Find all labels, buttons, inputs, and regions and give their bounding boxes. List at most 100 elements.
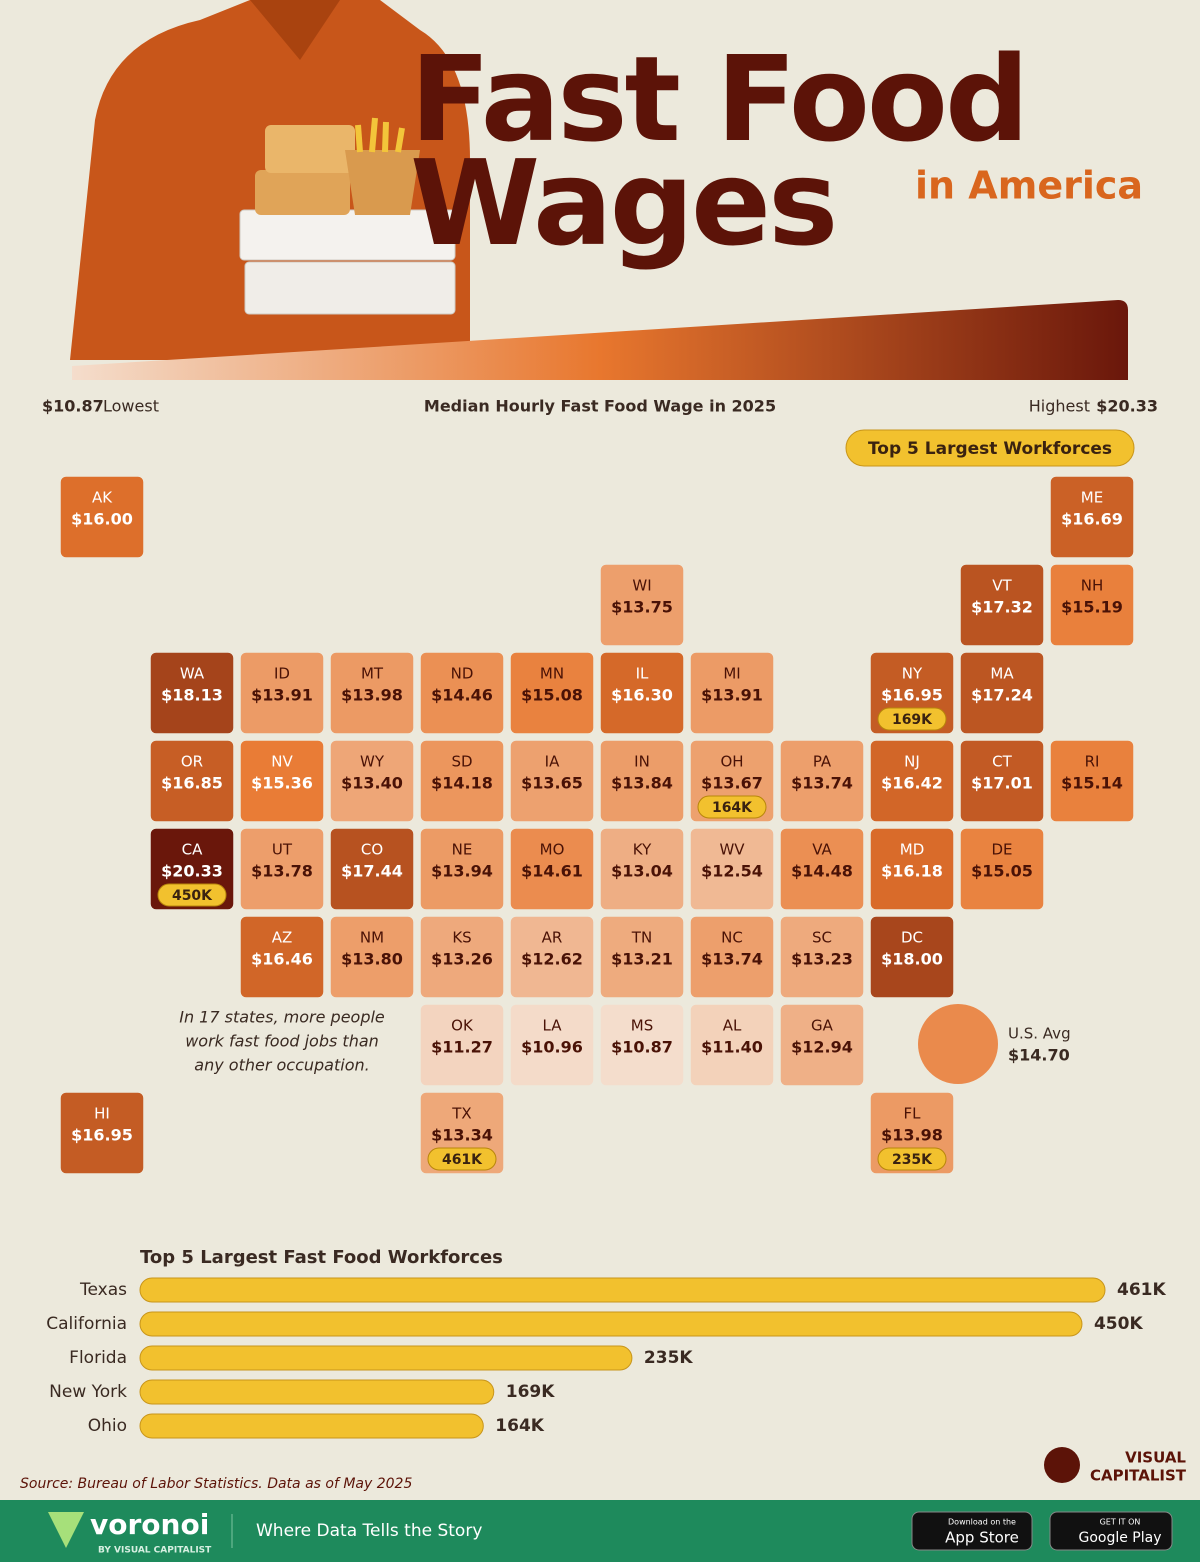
state-tile	[779, 915, 865, 999]
state-tile	[599, 739, 685, 823]
state-wage: $13.40	[341, 774, 403, 793]
legend-title: Median Hourly Fast Food Wage in 2025	[424, 397, 776, 416]
app-store-button[interactable]	[911, 1511, 1033, 1551]
workforce-badge-text: 450K	[172, 888, 213, 904]
workforce-badge-text: 164K	[712, 800, 753, 816]
state-wage: $13.78	[251, 862, 313, 881]
state-abbr: ME	[1081, 489, 1103, 507]
state-wage: $16.69	[1061, 510, 1123, 529]
collar	[250, 0, 340, 60]
state-wage: $15.36	[251, 774, 313, 793]
legend-low-label: $10.87	[42, 397, 104, 416]
state-wage: $16.00	[71, 510, 133, 529]
state-tile	[959, 651, 1045, 735]
vc-logo: VISUAL CAPITALIST	[1044, 1447, 1187, 1485]
state-tile	[419, 1003, 505, 1087]
state-abbr: KS	[452, 929, 471, 947]
state-tile	[509, 651, 595, 735]
bar	[139, 1413, 484, 1439]
workforce-badge-text: 235K	[892, 1152, 933, 1168]
state-tile	[509, 1003, 595, 1087]
state-abbr: OR	[181, 753, 203, 771]
state-wage: $13.21	[611, 950, 673, 969]
state-wage: $17.24	[971, 686, 1033, 705]
state-wage: $13.84	[611, 774, 673, 793]
state-wage: $12.62	[521, 950, 583, 969]
state-wage: $17.01	[971, 774, 1033, 793]
state-tile	[959, 739, 1045, 823]
state-tile	[599, 651, 685, 735]
fries-box	[345, 150, 420, 215]
state-abbr: DE	[991, 841, 1012, 859]
state-tile	[1049, 475, 1135, 559]
state-wage: $17.44	[341, 862, 403, 881]
map-note: work fast food jobs than	[185, 1032, 379, 1051]
state-abbr: SC	[812, 929, 832, 947]
bar-category: California	[46, 1314, 127, 1334]
state-wage: $16.18	[881, 862, 943, 881]
legend-high-label: $20.33	[1096, 397, 1158, 416]
state-wage: $12.54	[701, 862, 763, 881]
state-tile	[239, 739, 325, 823]
state-tile	[419, 739, 505, 823]
subtitle: in America	[915, 164, 1143, 208]
brand-sub: BY VISUAL CAPITALIST	[98, 1546, 212, 1556]
bar-category: Texas	[79, 1280, 127, 1300]
state-wage: $14.46	[431, 686, 493, 705]
bar-value-label: 164K	[495, 1416, 544, 1436]
state-abbr: NE	[452, 841, 473, 859]
tagline: Where Data Tells the Story	[256, 1521, 482, 1541]
bar-category: New York	[49, 1382, 127, 1402]
fries	[355, 117, 405, 153]
google-play-small: GET IT ON	[1100, 1518, 1141, 1527]
state-wage: $13.98	[881, 1126, 943, 1145]
state-wage: $16.46	[251, 950, 313, 969]
state-tile	[149, 739, 235, 823]
state-abbr: IA	[545, 753, 560, 771]
legend-bar	[72, 300, 1128, 380]
state-wage: $10.87	[611, 1038, 673, 1057]
workforce-badge	[157, 883, 227, 907]
state-tile	[329, 739, 415, 823]
state-wage: $13.91	[251, 686, 313, 705]
state-wage: $18.00	[881, 950, 943, 969]
brand: voronoi	[90, 1508, 209, 1541]
state-wage: $13.67	[701, 774, 763, 793]
bar	[139, 1277, 1106, 1303]
state-tile	[509, 915, 595, 999]
state-wage: $20.33	[161, 862, 223, 881]
state-wage: $13.80	[341, 950, 403, 969]
state-tile	[1049, 563, 1135, 647]
state-wage: $16.95	[881, 686, 943, 705]
state-wage: $16.42	[881, 774, 943, 793]
state-abbr: AL	[723, 1017, 742, 1035]
state-abbr: MI	[723, 665, 740, 683]
google-play-button[interactable]	[1049, 1511, 1173, 1551]
state-tile	[599, 915, 685, 999]
state-abbr: IL	[636, 665, 649, 683]
legend-low-text: Lowest	[103, 397, 159, 416]
state-abbr: WY	[360, 753, 385, 771]
state-abbr: NJ	[904, 753, 920, 771]
map-note: In 17 states, more people	[179, 1008, 385, 1027]
state-abbr: MA	[990, 665, 1014, 683]
burger-box	[265, 125, 355, 173]
state-abbr: MT	[361, 665, 384, 683]
bar-chart-title: Top 5 Largest Fast Food Workforces	[140, 1247, 503, 1268]
state-abbr: AZ	[272, 929, 293, 947]
state-tile	[599, 1003, 685, 1087]
state-abbr: MD	[900, 841, 925, 859]
state-tile	[509, 827, 595, 911]
state-tile	[59, 475, 145, 559]
state-abbr: RI	[1085, 753, 1100, 771]
state-tile	[599, 827, 685, 911]
pizza-box	[244, 261, 456, 315]
state-abbr: VT	[992, 577, 1012, 595]
state-abbr: MS	[631, 1017, 653, 1035]
state-abbr: ND	[451, 665, 474, 683]
top5-badge-text: Top 5 Largest Workforces	[868, 439, 1112, 459]
bar-value-label: 461K	[1117, 1280, 1166, 1300]
bar	[139, 1379, 495, 1405]
title: Fast Food	[410, 30, 1026, 168]
